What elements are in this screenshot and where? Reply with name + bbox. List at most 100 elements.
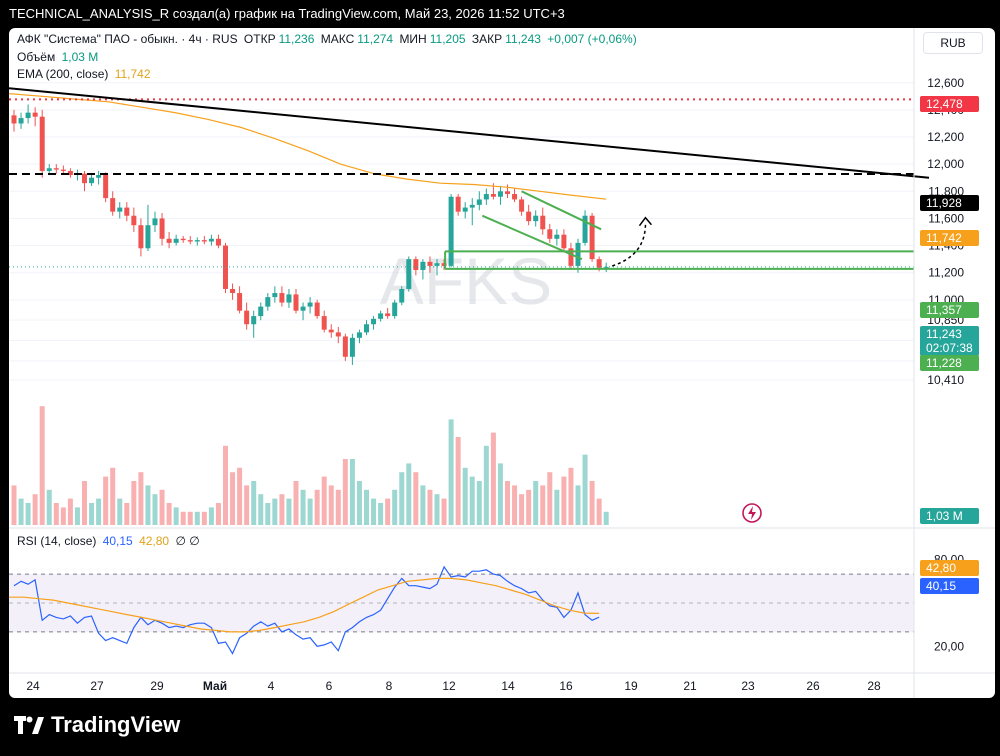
volume-bar <box>371 498 377 525</box>
candle-body <box>18 118 24 124</box>
candle-body <box>596 259 602 268</box>
volume-bar <box>103 476 109 525</box>
candle-body <box>328 329 334 333</box>
x-tick-label: 21 <box>683 679 697 693</box>
volume-bar <box>230 472 236 525</box>
last-price-value: 11,243 <box>926 327 962 341</box>
candle-body <box>547 229 553 239</box>
flash-icon[interactable] <box>741 502 763 524</box>
volume-bar <box>448 419 454 525</box>
volume-bar <box>427 489 433 525</box>
x-tick-label: 4 <box>268 679 275 693</box>
volume-bar <box>300 489 306 525</box>
candle-body <box>89 177 95 184</box>
candle-body <box>371 318 377 325</box>
volume-bar <box>89 503 95 525</box>
candle-body <box>82 173 87 184</box>
volume-bar <box>82 481 87 525</box>
drawing-lines <box>9 87 930 270</box>
close-label: ЗАКР <box>471 32 503 46</box>
candle-body <box>103 175 109 199</box>
candle-body <box>483 194 489 200</box>
rsi-ma-value: 42,80 <box>139 534 170 548</box>
volume-bar <box>364 489 369 525</box>
candle-body <box>208 238 214 242</box>
volume-bar <box>152 494 158 525</box>
attribution-text: TECHNICAL_ANALYSIS_R создал(а) график на… <box>9 6 565 21</box>
volume-bar <box>265 503 271 525</box>
candle-body <box>497 191 503 197</box>
tradingview-logo-icon <box>14 716 44 734</box>
volume-bar <box>173 507 179 525</box>
tradingview-logo[interactable]: TradingView <box>14 712 180 738</box>
currency-button[interactable]: RUB <box>923 32 983 54</box>
volume-bar <box>117 498 123 525</box>
y-tick-label: 10,410 <box>927 373 964 387</box>
rsi-legend: RSI (14, close) 40,15 42,80 ∅ ∅ <box>17 534 203 548</box>
x-tick-label: 12 <box>442 679 456 693</box>
x-tick-label: 14 <box>501 679 515 693</box>
candle-body <box>265 297 271 307</box>
volume-bar <box>476 481 482 525</box>
candle-body <box>575 242 581 266</box>
volume-bar <box>561 476 567 525</box>
candle-body <box>385 313 391 317</box>
projection-arrow <box>611 221 647 267</box>
volume-bar <box>420 485 426 525</box>
volume-bar <box>215 503 221 525</box>
ema-label: EMA (200, close) <box>17 67 109 81</box>
chart-frame[interactable]: AFKS 12,60012,40012,20012,00011,80011,60… <box>9 28 995 698</box>
candle-body <box>251 316 257 325</box>
candle-body <box>378 313 384 319</box>
volume-bar <box>307 498 313 525</box>
candle-body <box>293 294 299 311</box>
x-tick-label: 27 <box>90 679 104 693</box>
volume-bar <box>328 485 334 525</box>
support-price-tag: 11,228 <box>920 355 979 371</box>
candle-body <box>314 302 320 317</box>
candle-body <box>540 215 546 230</box>
candle-body <box>152 218 158 226</box>
volume-bar <box>18 498 24 525</box>
candle-body <box>455 196 461 212</box>
volume-bar <box>547 472 553 525</box>
y-tick-label: 11,200 <box>928 266 964 280</box>
volume-bar <box>455 437 461 525</box>
candle-body <box>244 310 250 325</box>
volume-bar <box>526 489 532 525</box>
volume-bar <box>251 481 257 525</box>
volume-bar <box>138 472 144 525</box>
volume-bar <box>540 485 546 525</box>
volume-bar <box>512 485 518 525</box>
volume-bar <box>258 494 264 525</box>
rsi-ma-price-tag: 42,80 <box>920 560 979 576</box>
volume-bar <box>124 503 130 525</box>
channel-lower <box>481 214 583 261</box>
low-value: 11,205 <box>429 32 466 46</box>
candle-body <box>399 288 405 303</box>
high-label: МАКС <box>320 32 355 46</box>
change-value: +0,007 (+0,06%) <box>547 32 637 46</box>
candle-body <box>286 294 292 303</box>
candle-body <box>512 194 518 200</box>
grid <box>9 82 914 381</box>
volume-bar <box>131 481 137 525</box>
candle-body <box>117 207 123 212</box>
chart-canvas[interactable]: AFKS 12,60012,40012,20012,00011,80011,60… <box>9 28 995 698</box>
y-tick-label: 11,600 <box>928 211 964 225</box>
x-tick-label: 6 <box>326 679 333 693</box>
candle-body <box>406 259 412 289</box>
bar-countdown: 02:07:38 <box>926 341 973 355</box>
candle-body <box>441 263 447 266</box>
candle-body <box>448 196 454 266</box>
volume-bar <box>356 481 362 525</box>
candle-body <box>201 240 207 242</box>
volume-bar <box>293 481 299 525</box>
x-tick-label: 19 <box>624 679 638 693</box>
volume-bar <box>483 445 489 525</box>
volume-bar <box>53 503 59 525</box>
candle-body <box>434 263 440 266</box>
candle-body <box>180 238 186 241</box>
candle-body <box>60 169 66 171</box>
open-value: 11,236 <box>278 32 315 46</box>
